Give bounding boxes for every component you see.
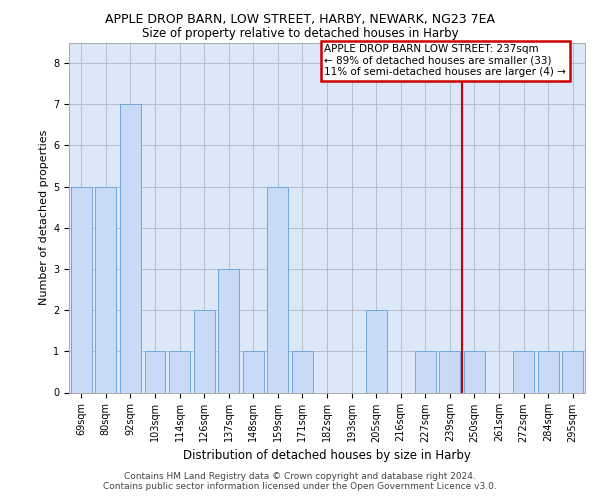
Bar: [538, 352, 559, 393]
Bar: [464, 352, 485, 393]
Bar: [218, 269, 239, 392]
Bar: [513, 352, 534, 393]
Bar: [71, 186, 92, 392]
Text: APPLE DROP BARN LOW STREET: 237sqm
← 89% of detached houses are smaller (33)
11%: APPLE DROP BARN LOW STREET: 237sqm ← 89%…: [325, 44, 566, 78]
X-axis label: Distribution of detached houses by size in Harby: Distribution of detached houses by size …: [183, 448, 471, 462]
Bar: [562, 352, 583, 393]
Bar: [120, 104, 141, 393]
Y-axis label: Number of detached properties: Number of detached properties: [39, 130, 49, 305]
Text: Size of property relative to detached houses in Harby: Size of property relative to detached ho…: [142, 26, 458, 40]
Bar: [194, 310, 215, 392]
Bar: [268, 186, 289, 392]
Bar: [145, 352, 166, 393]
Bar: [243, 352, 264, 393]
Bar: [415, 352, 436, 393]
Text: APPLE DROP BARN, LOW STREET, HARBY, NEWARK, NG23 7EA: APPLE DROP BARN, LOW STREET, HARBY, NEWA…: [105, 12, 495, 26]
Bar: [365, 310, 386, 392]
Text: Contains HM Land Registry data © Crown copyright and database right 2024.
Contai: Contains HM Land Registry data © Crown c…: [103, 472, 497, 491]
Bar: [169, 352, 190, 393]
Bar: [292, 352, 313, 393]
Bar: [439, 352, 460, 393]
Bar: [95, 186, 116, 392]
